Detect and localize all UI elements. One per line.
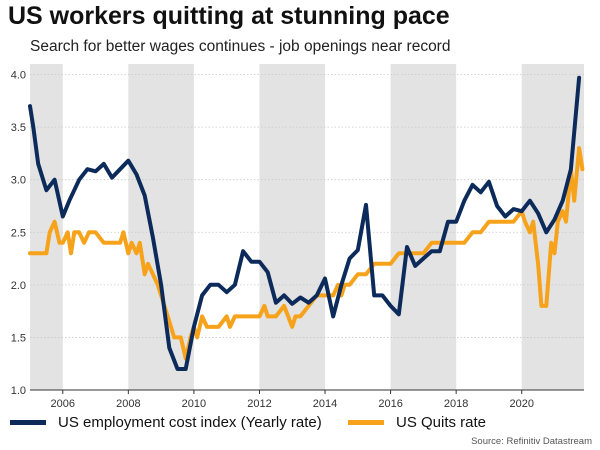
source-note: Source: Refinitiv Datastream (471, 436, 592, 447)
shaded-band-1 (128, 64, 194, 390)
x-tick-label: 2012 (247, 398, 271, 410)
shaded-band-2 (259, 64, 326, 390)
legend-swatch-quits (348, 420, 384, 425)
x-tick-label: 2014 (313, 398, 337, 410)
legend-label-quits: US Quits rate (396, 414, 487, 431)
chart-subtitle: Search for better wages continues - job … (30, 38, 451, 55)
y-tick-label: 1.0 (11, 385, 26, 397)
x-tick-label: 2008 (116, 398, 140, 410)
x-tick-label: 2020 (509, 398, 533, 410)
legend-swatch-eci (10, 420, 46, 425)
y-tick-label: 3.5 (11, 122, 26, 134)
legend-label-eci: US employment cost index (Yearly rate) (58, 414, 322, 431)
y-tick-label: 1.5 (11, 332, 26, 344)
legend: US employment cost index (Yearly rate) U… (0, 414, 600, 438)
x-tick-label: 2018 (444, 398, 468, 410)
axes: 1.0 1.5 2.0 2.5 3.0 3.5 4.0 2006 2008 2010 2012 201… (11, 70, 584, 410)
legend-item-eci: US employment cost index (Yearly rate) (10, 414, 322, 431)
y-tick-label: 4.0 (11, 70, 26, 82)
y-tick-label: 3.0 (11, 175, 26, 187)
series-lines (28, 75, 585, 371)
x-tick-label: 2010 (182, 398, 206, 410)
series-line-quits-rate (28, 146, 585, 361)
x-tick-label: 2006 (51, 398, 75, 410)
y-tick-label: 2.0 (11, 280, 26, 292)
chart-title: US workers quitting at stunning pace (8, 2, 450, 30)
gridlines (30, 74, 584, 338)
x-tick-label: 2016 (378, 398, 402, 410)
shaded-bands (30, 64, 584, 390)
y-tick-label: 2.5 (11, 227, 26, 239)
legend-item-quits: US Quits rate (348, 414, 486, 431)
series-line-employment-cost-index (28, 75, 582, 371)
